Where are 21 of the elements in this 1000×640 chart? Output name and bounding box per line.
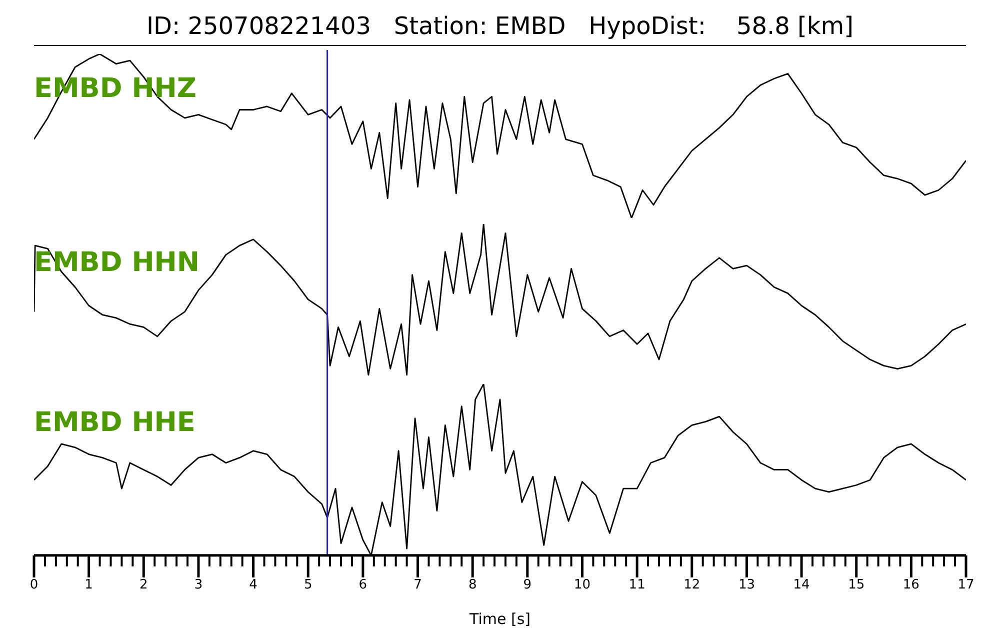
x-tick-label: 15 bbox=[848, 578, 865, 593]
x-tick-label: 10 bbox=[574, 578, 591, 593]
x-tick-label: 4 bbox=[249, 578, 258, 593]
x-tick-label: 5 bbox=[304, 578, 312, 593]
x-tick-label: 7 bbox=[414, 578, 422, 593]
x-tick-label: 13 bbox=[738, 578, 755, 593]
x-tick-label: 9 bbox=[523, 578, 532, 593]
x-tick-label: 11 bbox=[628, 578, 646, 593]
x-tick-label: 1 bbox=[84, 578, 93, 593]
x-axis-title: Time [s] bbox=[468, 610, 530, 628]
x-tick-label: 14 bbox=[793, 578, 810, 593]
x-tick-label: 16 bbox=[902, 578, 920, 593]
x-tick-label: 2 bbox=[140, 578, 148, 593]
x-tick-label: 17 bbox=[958, 578, 974, 593]
x-tick-label: 0 bbox=[30, 578, 38, 593]
chart-title: ID: 250708221403 Station: EMBD HypoDist: 58.8 [km] bbox=[34, 8, 966, 46]
x-tick-label: 3 bbox=[194, 578, 203, 593]
x-tick-label: 12 bbox=[684, 578, 700, 593]
x-tick-label: 8 bbox=[468, 578, 477, 593]
series-label: EMBD HHE bbox=[34, 407, 196, 438]
x-tick-label: 6 bbox=[358, 578, 368, 593]
